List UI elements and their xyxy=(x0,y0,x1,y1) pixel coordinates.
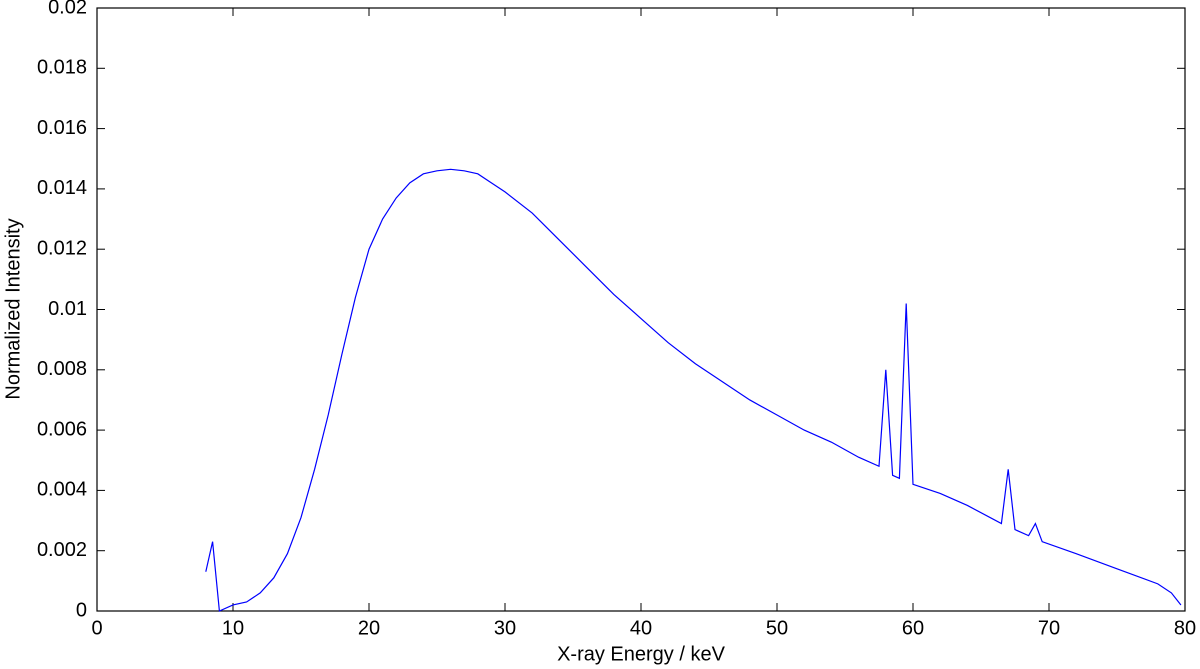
y-tick-label: 0.004 xyxy=(37,479,87,501)
x-tick-label: 80 xyxy=(1174,617,1196,639)
y-tick-label: 0.006 xyxy=(37,418,87,440)
x-tick-label: 30 xyxy=(494,617,516,639)
y-axis-label: Normalized Intensity xyxy=(2,218,24,399)
y-tick-label: 0 xyxy=(76,599,87,621)
plot-frame xyxy=(96,7,1186,612)
y-tick-label: 0.008 xyxy=(37,358,87,380)
y-tick-label: 0.02 xyxy=(48,0,87,18)
y-tick-label: 0.002 xyxy=(37,539,87,561)
x-tick-label: 40 xyxy=(630,617,652,639)
x-tick-label: 50 xyxy=(766,617,788,639)
spectrum-line xyxy=(205,168,1182,612)
y-tick-label: 0.018 xyxy=(37,57,87,79)
x-axis-label: X-ray Energy / keV xyxy=(557,643,726,665)
x-tick-label: 70 xyxy=(1038,617,1060,639)
y-tick-label: 0.014 xyxy=(37,177,87,199)
y-tick-label: 0.016 xyxy=(37,117,87,139)
x-tick-label: 60 xyxy=(902,617,924,639)
x-tick-label: 0 xyxy=(91,617,102,639)
y-tick-label: 0.01 xyxy=(48,298,87,320)
x-tick-label: 20 xyxy=(358,617,380,639)
x-tick-label: 10 xyxy=(222,617,244,639)
y-tick-label: 0.012 xyxy=(37,237,87,259)
